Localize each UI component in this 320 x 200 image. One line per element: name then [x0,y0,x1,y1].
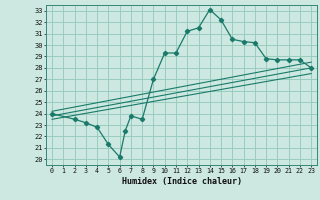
X-axis label: Humidex (Indice chaleur): Humidex (Indice chaleur) [122,177,242,186]
